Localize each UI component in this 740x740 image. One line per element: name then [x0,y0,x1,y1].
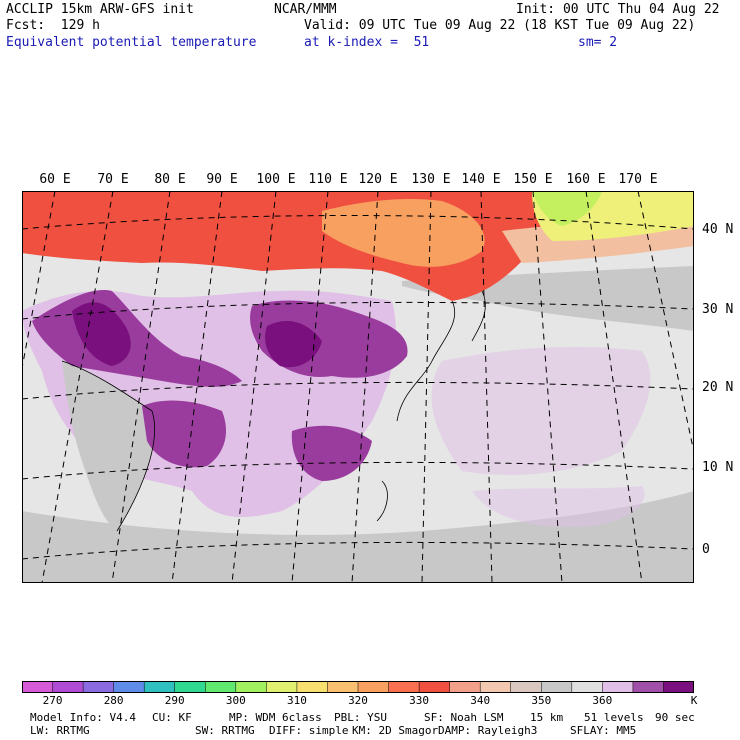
tibet-core [72,302,131,366]
colorbar-swatch [174,681,207,693]
lon-label: 160 E [566,172,606,187]
lon-label: 90 E [206,172,238,187]
colorbar-swatch [235,681,268,693]
model-title: ACCLIP 15km ARW-GFS init [6,2,194,17]
coastlines [61,290,486,532]
colorbar-tick-label: 270 [42,694,63,707]
colorbar-swatch [602,681,634,693]
south-china-sea-purple [291,425,372,481]
colorbar-swatch [449,681,481,693]
footer-item: KM: 2D Smagor [352,724,439,737]
northeast-lime [532,191,602,226]
footer-item: 51 levels [584,711,644,724]
colorbar-swatch [22,681,54,693]
colorbar-swatch [541,681,573,693]
forecast-hour: Fcst: 129 h [6,18,100,33]
colorbar-tick-label: 310 [286,694,307,707]
lon-label: 120 E [358,172,398,187]
southern-gray-band [22,491,694,583]
graticule [22,191,694,583]
colorbar-swatch [571,681,604,693]
latitude-line [22,461,694,480]
colorbar-swatch [510,681,543,693]
lat-label: 0 [702,542,710,557]
footer-item: MP: WDM 6class [229,711,322,724]
longitude-line [637,191,694,455]
latitude-line [22,541,694,560]
lon-label: 60 E [39,172,71,187]
colorbar-tick-label: 300 [225,694,246,707]
init-time: Init: 00 UTC Thu 04 Aug 22 [516,2,720,17]
lat-label: 10 N [702,460,734,475]
colorbar-swatch [205,681,237,693]
colorbar-swatch [663,681,694,693]
lon-label: 100 E [256,172,296,187]
latitude-line [22,381,694,400]
longitude-line [111,191,171,583]
lon-label: 140 E [461,172,501,187]
lat-label: 30 N [702,302,734,317]
field-title: Equivalent potential temperature [6,35,257,50]
colorbar-swatch [52,681,84,693]
footer-item: Model Info: V4.4 [30,711,136,724]
map-frame [22,191,694,583]
center-label: NCAR/MMM [274,2,337,17]
footer-item: SF: Noah LSM [424,711,504,724]
colorbar-tick-label: 290 [164,694,185,707]
lon-label: 130 E [411,172,451,187]
lat-label: 20 N [702,380,734,395]
colorbar-swatch [357,681,390,693]
longitude-line [41,191,114,583]
lon-label: 150 E [513,172,553,187]
smoothing-label: sm= 2 [578,35,618,50]
footer-item: 15 km [530,711,564,724]
lon-label: 70 E [97,172,129,187]
colorbar-swatch [479,681,512,693]
colorbar-swatch [632,681,665,693]
colorbar-swatch [143,681,176,693]
colorbar-tick-label: 320 [348,694,368,707]
colorbar [22,681,694,693]
colorbar-tick-label: 280 [103,694,124,707]
pacific-purple-patches-2 [472,486,645,528]
latitude-line [22,301,694,320]
lon-label: 110 E [308,172,348,187]
colorbar-tick-label: 350 [531,694,552,707]
colorbar-tick-label: 340 [470,694,491,707]
colorbar-swatch [266,681,298,693]
level-label: at k-index = 51 [304,35,430,50]
colorbar-swatch [388,681,420,693]
footer-item: SFLAY: MM5 [570,724,637,737]
colorbar-swatch [82,681,115,693]
latitude-line [22,215,694,230]
theta-e-map [22,191,694,583]
footer-item: PBL: YSU [334,711,387,724]
colorbar-tick-label: 330 [409,694,430,707]
indochina-dark-purple [142,400,227,468]
lat-label: 40 N [702,222,734,237]
longitude-line [22,191,56,371]
footer-item: LW: RRTMG [30,724,90,737]
central-china-core [265,321,322,368]
colorbar-swatch [113,681,145,693]
footer-item: SW: RRTMG [195,724,255,737]
footer-item: 90 sec [655,711,695,724]
india-landmass [62,361,155,531]
valid-time: Valid: 09 UTC Tue 09 Aug 22 (18 KST Tue … [304,18,696,33]
lon-label: 80 E [154,172,186,187]
colorbar-swatch [327,681,359,693]
colorbar-swatch [418,681,451,693]
colorbar-tick-label: 360 [592,694,613,707]
colorbar-swatch [296,681,329,693]
colorbar-unit: K [690,694,698,707]
footer-item: CU: KF [152,711,192,724]
footer-item: DAMP: Rayleigh3 [438,724,538,737]
footer-item: DIFF: simple [269,724,349,737]
lon-label: 170 E [618,172,658,187]
